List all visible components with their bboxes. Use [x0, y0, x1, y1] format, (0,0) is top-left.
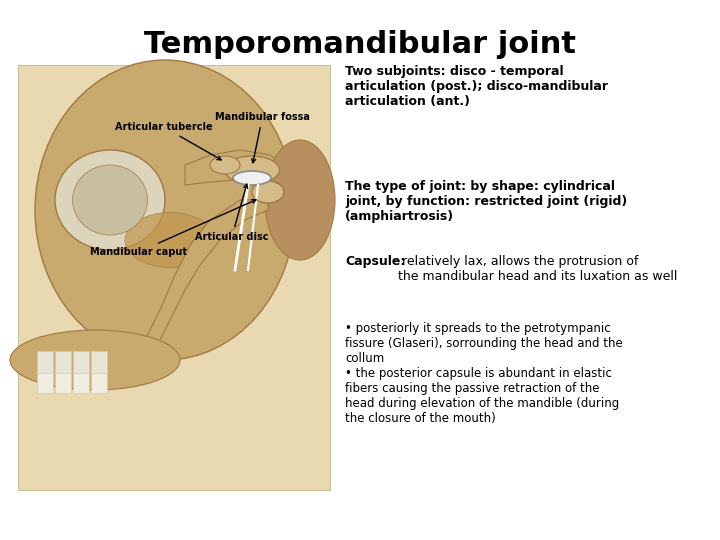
Ellipse shape: [210, 156, 240, 174]
Text: Two subjoints: disco - temporal
articulation (post.); disco-mandibular
articulat: Two subjoints: disco - temporal articula…: [345, 65, 608, 108]
Ellipse shape: [233, 171, 271, 185]
FancyBboxPatch shape: [73, 351, 89, 373]
Text: Temporomandibular joint: Temporomandibular joint: [144, 30, 576, 59]
FancyBboxPatch shape: [55, 351, 71, 373]
Ellipse shape: [10, 330, 180, 390]
Ellipse shape: [55, 150, 165, 250]
FancyBboxPatch shape: [37, 351, 53, 373]
Polygon shape: [185, 150, 290, 190]
FancyBboxPatch shape: [73, 369, 89, 393]
Ellipse shape: [252, 181, 284, 203]
Ellipse shape: [265, 140, 335, 260]
Text: Articular tubercle: Articular tubercle: [115, 122, 221, 160]
FancyBboxPatch shape: [18, 65, 330, 490]
Ellipse shape: [225, 156, 279, 184]
Text: relatively lax, allows the protrusion of
the mandibular head and its luxation as: relatively lax, allows the protrusion of…: [398, 255, 678, 283]
FancyBboxPatch shape: [37, 369, 53, 393]
Text: Articular disc: Articular disc: [195, 184, 269, 242]
Ellipse shape: [73, 165, 148, 235]
Polygon shape: [145, 200, 268, 350]
Ellipse shape: [35, 60, 295, 360]
Text: Mandibular caput: Mandibular caput: [90, 200, 256, 257]
Ellipse shape: [125, 213, 215, 267]
FancyBboxPatch shape: [91, 369, 107, 393]
Text: The type of joint: by shape: cylindrical
joint, by function: restricted joint (r: The type of joint: by shape: cylindrical…: [345, 180, 627, 223]
FancyBboxPatch shape: [91, 351, 107, 373]
Text: • posteriorly it spreads to the petrotympanic
fissure (Glaseri), sorrounding the: • posteriorly it spreads to the petrotym…: [345, 322, 623, 425]
FancyBboxPatch shape: [55, 369, 71, 393]
Text: Mandibular fossa: Mandibular fossa: [215, 112, 310, 163]
Text: Capsule:: Capsule:: [345, 255, 405, 268]
